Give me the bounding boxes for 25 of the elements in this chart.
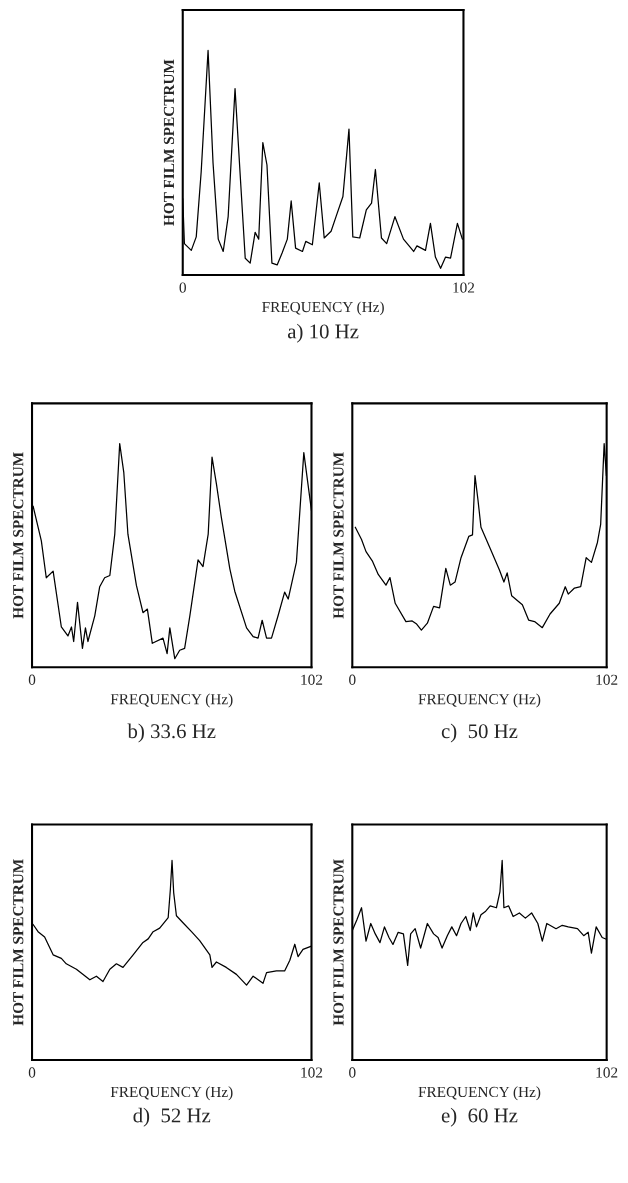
text: e) 60 Hz [441, 1107, 518, 1127]
x-tick-label: 102 [596, 674, 618, 685]
x-axis-title: FREQUENCY (Hz) [262, 301, 384, 316]
x-tick-label: 0 [179, 282, 186, 293]
y-axis-title: HOT FILM SPECTRUM [163, 59, 175, 226]
x-tick-label: 0 [28, 674, 36, 685]
text: c) 50 Hz [441, 723, 518, 743]
y-axis-title: HOT FILM SPECTRUM [333, 859, 344, 1026]
x-tick-label: 102 [596, 1067, 618, 1078]
text: b) 33.6 Hz [127, 723, 216, 743]
x-tick-label: 102 [301, 674, 323, 685]
x-tick-label: 102 [301, 1067, 323, 1078]
y-axis-title: HOT FILM SPECTRUM [333, 452, 344, 619]
x-axis-title: FREQUENCY (Hz) [418, 693, 541, 708]
x-tick-label: 0 [28, 1067, 36, 1078]
x-tick-label: 102 [453, 282, 475, 293]
y-axis-title: HOT FILM SPECTRUM [13, 452, 24, 619]
x-tick-label: 0 [349, 1067, 356, 1078]
x-axis-title: FREQUENCY (Hz) [110, 1086, 233, 1101]
x-axis-title: FREQUENCY (Hz) [418, 1086, 541, 1101]
x-axis-title: FREQUENCY (Hz) [110, 693, 233, 708]
text: a) 10 Hz [287, 323, 359, 343]
y-axis-title: HOT FILM SPECTRUM [13, 859, 24, 1026]
text: d) 52 Hz [133, 1107, 211, 1127]
x-tick-label: 0 [349, 674, 356, 685]
